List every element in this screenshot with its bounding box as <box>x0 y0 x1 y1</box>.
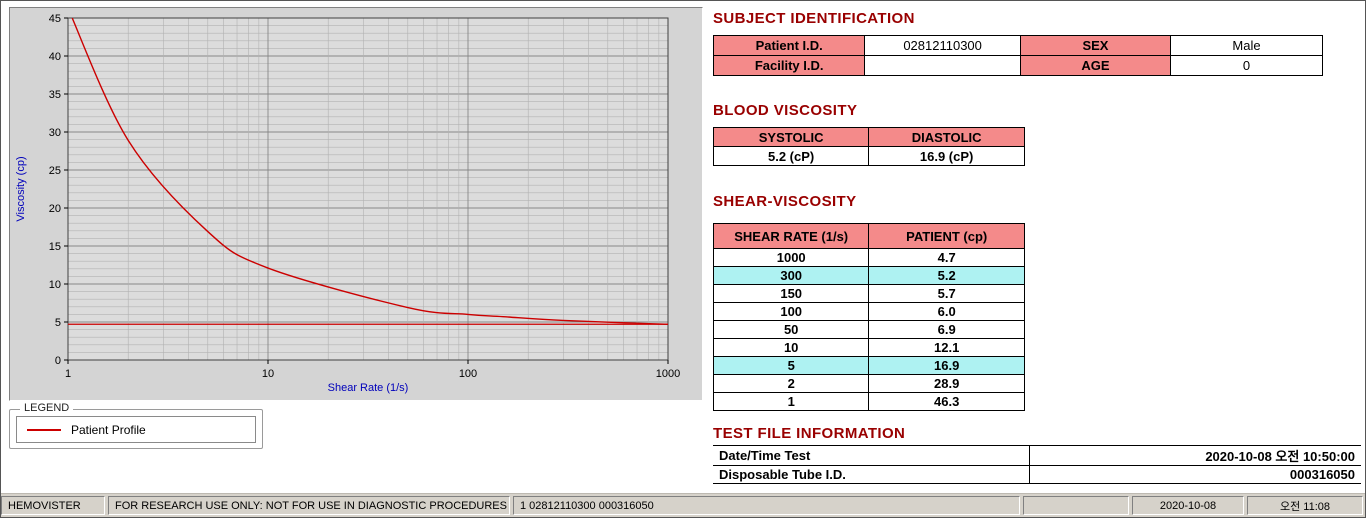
table-row: Patient I.D. 02812110300 SEX Male <box>712 35 1323 56</box>
svg-text:Viscosity (cp): Viscosity (cp) <box>15 156 27 221</box>
subject-identification-title: SUBJECT IDENTIFICATION <box>713 10 915 27</box>
viscosity-cell: 6.9 <box>868 320 1025 339</box>
svg-text:10: 10 <box>49 279 61 291</box>
viscosity-cell: 46.3 <box>868 392 1025 411</box>
svg-text:100: 100 <box>459 368 477 380</box>
svg-text:1: 1 <box>65 368 71 380</box>
svg-text:45: 45 <box>49 13 61 25</box>
viscosity-cell: 12.1 <box>868 338 1025 357</box>
diastolic-header: DIASTOLIC <box>868 127 1025 147</box>
disposable-tube-id-label: Disposable Tube I.D. <box>713 465 1030 484</box>
table-row: Date/Time Test 2020-10-08 오전 10:50:00 <box>713 445 1361 466</box>
table-row[interactable]: 100 6.0 <box>712 302 1025 321</box>
shear-rate-cell: 10 <box>712 338 870 357</box>
table-row[interactable]: 10 12.1 <box>712 338 1025 357</box>
facility-id-value <box>864 55 1021 76</box>
viscosity-cell: 28.9 <box>868 374 1025 393</box>
shear-rate-cell: 1000 <box>712 248 870 267</box>
status-app-name: HEMOVISTER <box>1 496 105 515</box>
blood-viscosity-title: BLOOD VISCOSITY <box>713 102 858 119</box>
svg-text:15: 15 <box>49 241 61 253</box>
shear-viscosity-table: SHEAR RATE (1/s) PATIENT (cp) 1000 4.7 3… <box>712 223 1025 411</box>
svg-text:10: 10 <box>262 368 274 380</box>
status-blank-cell <box>1023 496 1129 515</box>
status-file-info: 1 02812110300 000316050 <box>513 496 1020 515</box>
viscosity-cell: 6.0 <box>868 302 1025 321</box>
patient-profile-line-sample <box>27 428 61 431</box>
svg-text:25: 25 <box>49 165 61 177</box>
shear-rate-cell: 5 <box>712 356 870 375</box>
table-row: Disposable Tube I.D. 000316050 <box>713 465 1361 484</box>
viscosity-chart-panel: 0 5 10 15 20 25 30 35 40 45 1 10 100 1000 Shear Rate (… <box>9 7 703 401</box>
sex-value: Male <box>1170 35 1323 56</box>
svg-text:5: 5 <box>55 317 61 329</box>
test-file-information-title: TEST FILE INFORMATION <box>713 425 906 442</box>
age-value: 0 <box>1170 55 1323 76</box>
test-file-information-table: Date/Time Test 2020-10-08 오전 10:50:00 Di… <box>713 445 1361 484</box>
systolic-header: SYSTOLIC <box>712 127 870 147</box>
viscosity-cell: 16.9 <box>868 356 1025 375</box>
status-date: 2020-10-08 <box>1132 496 1244 515</box>
table-row[interactable]: 1000 4.7 <box>712 248 1025 267</box>
viscosity-cell: 5.7 <box>868 284 1025 303</box>
svg-text:30: 30 <box>49 127 61 139</box>
shear-rate-cell: 100 <box>712 302 870 321</box>
date-time-test-value: 2020-10-08 오전 10:50:00 <box>1029 445 1361 466</box>
viscosity-cell: 4.7 <box>868 248 1025 267</box>
table-row[interactable]: 5 16.9 <box>712 356 1025 375</box>
shear-rate-cell: 1 <box>712 392 870 411</box>
status-bar: HEMOVISTER FOR RESEARCH USE ONLY: NOT FO… <box>1 493 1365 517</box>
svg-text:40: 40 <box>49 51 61 63</box>
shear-viscosity-chart: 0 5 10 15 20 25 30 35 40 45 1 10 100 1000 Shear Rate (… <box>15 13 680 394</box>
table-row[interactable]: 1 46.3 <box>712 392 1025 411</box>
table-header-row: SHEAR RATE (1/s) PATIENT (cp) <box>712 223 1025 249</box>
legend-groupbox: LEGEND Patient Profile <box>9 402 263 449</box>
legend-title: LEGEND <box>20 402 74 414</box>
table-row[interactable]: 150 5.7 <box>712 284 1025 303</box>
status-research-notice: FOR RESEARCH USE ONLY: NOT FOR USE IN DI… <box>108 496 510 515</box>
blood-viscosity-table: SYSTOLIC DIASTOLIC 5.2 (cP) 16.9 (cP) <box>712 127 1025 166</box>
svg-text:20: 20 <box>49 203 61 215</box>
viscosity-cell: 5.2 <box>868 266 1025 285</box>
table-row: SYSTOLIC DIASTOLIC <box>712 127 1025 147</box>
facility-id-label: Facility I.D. <box>712 55 866 76</box>
shear-rate-cell: 300 <box>712 266 870 285</box>
sex-label: SEX <box>1019 35 1172 56</box>
legend-panel: Patient Profile <box>16 416 256 443</box>
svg-text:Shear Rate (1/s): Shear Rate (1/s) <box>328 382 409 394</box>
diastolic-value: 16.9 (cP) <box>868 146 1025 166</box>
systolic-value: 5.2 (cP) <box>712 146 870 166</box>
svg-text:35: 35 <box>49 89 61 101</box>
patient-id-label: Patient I.D. <box>712 35 866 56</box>
table-row[interactable]: 300 5.2 <box>712 266 1025 285</box>
age-label: AGE <box>1019 55 1172 76</box>
svg-text:1000: 1000 <box>656 368 680 380</box>
shear-rate-cell: 150 <box>712 284 870 303</box>
shear-viscosity-title: SHEAR-VISCOSITY <box>713 193 857 210</box>
table-row[interactable]: 2 28.9 <box>712 374 1025 393</box>
patient-id-value: 02812110300 <box>864 35 1021 56</box>
subject-identification-table: Patient I.D. 02812110300 SEX Male Facili… <box>712 35 1323 76</box>
shear-rate-header: SHEAR RATE (1/s) <box>712 223 870 249</box>
table-row: Facility I.D. AGE 0 <box>712 55 1323 76</box>
shear-rate-cell: 2 <box>712 374 870 393</box>
shear-rate-cell: 50 <box>712 320 870 339</box>
svg-text:0: 0 <box>55 355 61 367</box>
patient-cp-header: PATIENT (cp) <box>868 223 1025 249</box>
status-time: 오전 11:08 <box>1247 496 1363 515</box>
legend-entry-label: Patient Profile <box>71 422 146 437</box>
date-time-test-label: Date/Time Test <box>713 445 1030 466</box>
table-row: 5.2 (cP) 16.9 (cP) <box>712 146 1025 166</box>
disposable-tube-id-value: 000316050 <box>1029 465 1361 484</box>
table-row[interactable]: 50 6.9 <box>712 320 1025 339</box>
